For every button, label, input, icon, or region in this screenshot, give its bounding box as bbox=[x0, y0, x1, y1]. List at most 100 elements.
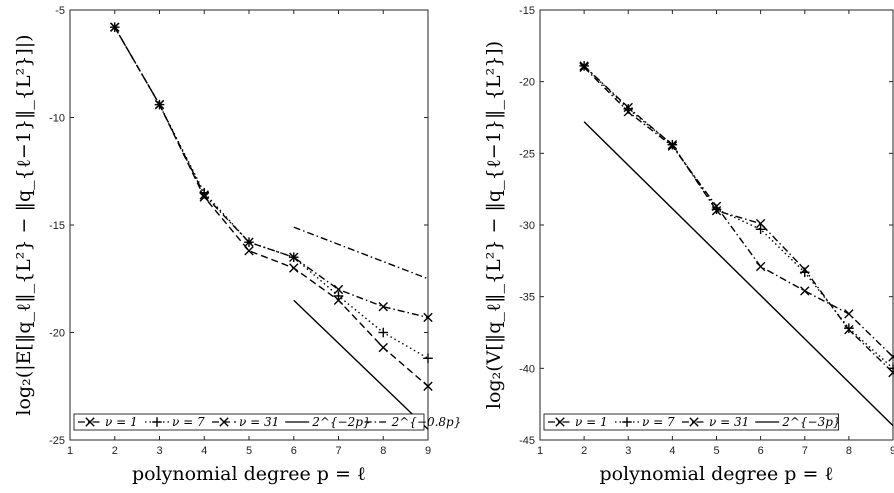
x-tick-label: 3 bbox=[156, 445, 162, 457]
y-tick-label: -15 bbox=[49, 220, 65, 232]
legend-label: ν = 1 bbox=[575, 415, 608, 429]
x-tick-label: 5 bbox=[713, 445, 719, 457]
y-axis-label: log₂(|E[‖q_ℓ‖_{L²} − ‖q_{ℓ−1}‖_{L²}]|) bbox=[13, 34, 35, 415]
data-point-marker-b bbox=[423, 312, 433, 323]
x-tick-label: 2 bbox=[112, 445, 118, 457]
data-point-marker-b bbox=[378, 302, 388, 312]
x-tick-label: 9 bbox=[890, 445, 894, 457]
x-tick-label: 6 bbox=[291, 445, 297, 457]
legend-marker-b bbox=[555, 417, 565, 427]
data-point-marker-b bbox=[378, 342, 388, 353]
series-1 bbox=[110, 22, 433, 323]
x-tick-label: 2 bbox=[581, 445, 587, 457]
data-point-marker-b bbox=[844, 309, 854, 319]
y-tick-label: -45 bbox=[519, 435, 535, 447]
series-line bbox=[293, 299, 429, 430]
x-tick-label: 4 bbox=[669, 445, 675, 457]
x-tick-label: 4 bbox=[201, 445, 207, 457]
data-point-marker-b bbox=[623, 102, 633, 113]
legend-label: ν = 1 bbox=[105, 415, 138, 429]
legend-entry-3: ν = 31 bbox=[682, 415, 749, 429]
legend-label: 2^{−3p} bbox=[781, 415, 840, 429]
data-point-marker-b bbox=[888, 354, 894, 362]
y-tick-label: -20 bbox=[49, 328, 65, 340]
y-tick-label: -25 bbox=[519, 148, 535, 160]
x-tick-label: 8 bbox=[846, 445, 852, 457]
x-axis-label: polynomial degree p = ℓ bbox=[599, 463, 833, 485]
series-line bbox=[583, 65, 894, 369]
legend-entry-2: ν = 7 bbox=[615, 415, 675, 429]
legend-marker-b bbox=[85, 417, 95, 427]
y-tick-label: -35 bbox=[519, 292, 535, 304]
y-tick-label: -30 bbox=[519, 220, 535, 232]
data-point-marker-b bbox=[579, 61, 589, 71]
plot-frame bbox=[539, 9, 894, 441]
series-2 bbox=[109, 22, 433, 364]
legend-entry-5: 2^{−0.8p} bbox=[364, 415, 462, 429]
x-tick-label: 9 bbox=[425, 445, 431, 457]
x-tick-label: 7 bbox=[802, 445, 808, 457]
x-tick-label: 8 bbox=[380, 445, 386, 457]
legend-entry-1: ν = 1 bbox=[548, 415, 608, 429]
data-point-marker-b bbox=[199, 192, 209, 202]
data-point-marker-b bbox=[844, 324, 854, 335]
legend-box bbox=[543, 413, 840, 431]
data-point-marker-b bbox=[755, 218, 766, 229]
y-axis-label: log₂(V[‖q_ℓ‖_{L²} − ‖q_{ℓ−1}‖_{L²}]) bbox=[483, 41, 505, 409]
data-point-marker-b bbox=[800, 286, 810, 296]
legend-box bbox=[73, 413, 425, 431]
x-tick-label: 1 bbox=[67, 445, 73, 457]
data-point-marker-b bbox=[289, 263, 299, 273]
chart-panel-1: 1 2 3 4 5 6 7 8 9 -25 -20 -15 -10 -5 polynomial degree… bbox=[13, 5, 461, 485]
chart-panel-2: 1 2 3 4 5 6 7 8 9 -45 -40 -35 -30 -25 -20 -15 polynomial… bbox=[483, 5, 894, 485]
legend-marker-b bbox=[689, 417, 699, 427]
legend-entry-3: ν = 31 bbox=[212, 415, 279, 429]
series-2 bbox=[579, 61, 894, 374]
y-tick-label: -20 bbox=[519, 77, 535, 89]
legend-marker-b bbox=[219, 417, 229, 427]
data-point-marker-b bbox=[711, 205, 722, 216]
data-point-marker-b bbox=[888, 370, 894, 378]
legend: ν = 1 ν = 7 ν = 31 2^{−3p} bbox=[543, 413, 841, 431]
legend-label: ν = 7 bbox=[172, 415, 205, 429]
y-tick-label: -15 bbox=[519, 5, 535, 17]
legend-entry-4: 2^{−3p} bbox=[755, 415, 841, 429]
data-point-marker-b bbox=[755, 261, 766, 272]
x-tick-label: 3 bbox=[625, 445, 631, 457]
series-line bbox=[583, 65, 894, 374]
legend: ν = 1 ν = 7 ν = 31 2^{−2p} 2^{−0.8p} bbox=[73, 413, 462, 431]
legend-entry-1: ν = 1 bbox=[78, 415, 138, 429]
data-point-marker-b bbox=[154, 99, 165, 110]
series-4 bbox=[583, 121, 894, 427]
series-3 bbox=[110, 22, 433, 391]
data-point-marker-b bbox=[244, 246, 254, 256]
x-tick-label: 1 bbox=[537, 445, 543, 457]
legend-label: ν = 31 bbox=[709, 415, 749, 429]
legend-entry-4: 2^{−2p} bbox=[285, 415, 371, 429]
series-line bbox=[114, 26, 429, 319]
x-tick-label: 7 bbox=[335, 445, 341, 457]
legend-label: ν = 31 bbox=[239, 415, 279, 429]
x-tick-label: 5 bbox=[246, 445, 252, 457]
series-4 bbox=[293, 299, 429, 430]
y-tick-label: -10 bbox=[49, 113, 65, 125]
y-tick-label: -25 bbox=[49, 435, 65, 447]
series-line bbox=[293, 226, 429, 280]
y-tick-label: -5 bbox=[55, 5, 65, 17]
y-tick-label: -40 bbox=[519, 363, 535, 375]
legend-entry-2: ν = 7 bbox=[145, 415, 205, 429]
series-line bbox=[114, 26, 429, 387]
data-point-marker-b bbox=[667, 140, 678, 150]
series-3 bbox=[579, 61, 894, 378]
series-line bbox=[583, 121, 894, 427]
data-point-marker-b bbox=[423, 381, 433, 391]
legend-label: 2^{−0.8p} bbox=[391, 415, 462, 429]
data-point-marker-b bbox=[333, 295, 344, 305]
legend-label: 2^{−2p} bbox=[311, 415, 370, 429]
x-tick-label: 6 bbox=[758, 445, 764, 457]
plot-frame bbox=[69, 9, 429, 441]
x-axis-label: polynomial degree p = ℓ bbox=[132, 463, 366, 485]
legend-label: ν = 7 bbox=[642, 415, 675, 429]
series-5 bbox=[293, 226, 429, 280]
